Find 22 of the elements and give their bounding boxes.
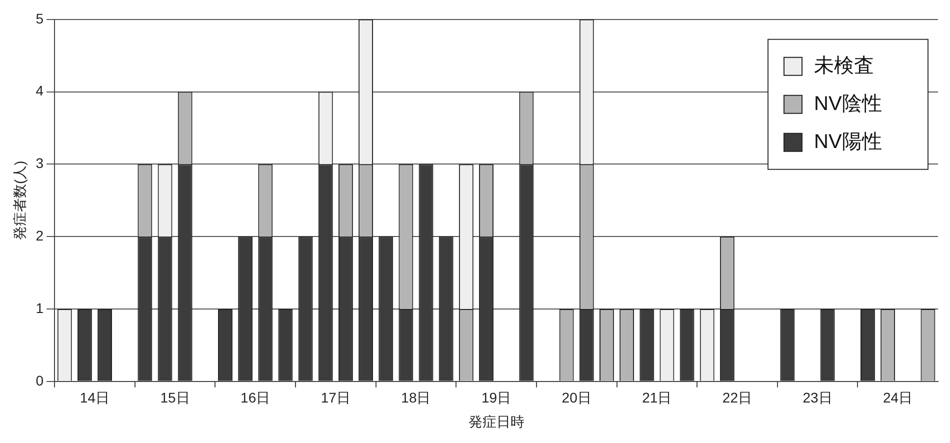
- y-tick-label: 1: [36, 300, 44, 316]
- x-tick-label: 23日: [802, 390, 832, 406]
- x-axis-title: 発症日時: [468, 413, 524, 430]
- x-tick-label: 14日: [80, 390, 110, 406]
- legend-label: NV陰性: [814, 92, 882, 115]
- legend-label: 未検査: [814, 54, 874, 77]
- x-tick-label: 20日: [562, 390, 592, 406]
- x-tick-label: 16日: [240, 390, 270, 406]
- x-tick-label: 24日: [883, 390, 913, 406]
- legend-label: NV陽性: [814, 130, 882, 153]
- x-tick-label: 22日: [722, 390, 752, 406]
- y-tick-label: 3: [36, 155, 44, 172]
- x-tick-label: 18日: [401, 390, 431, 406]
- x-tick-label: 19日: [481, 390, 512, 406]
- y-tick-label: 0: [36, 372, 44, 388]
- x-tick-label: 21日: [642, 390, 672, 406]
- x-tick-label: 17日: [320, 390, 350, 406]
- y-tick-label: 4: [36, 82, 44, 99]
- y-axis-title: 発症者数(人): [11, 160, 28, 240]
- y-tick-label: 2: [36, 227, 44, 244]
- y-tick-label: 5: [36, 10, 44, 26]
- x-tick-label: 15日: [160, 390, 190, 406]
